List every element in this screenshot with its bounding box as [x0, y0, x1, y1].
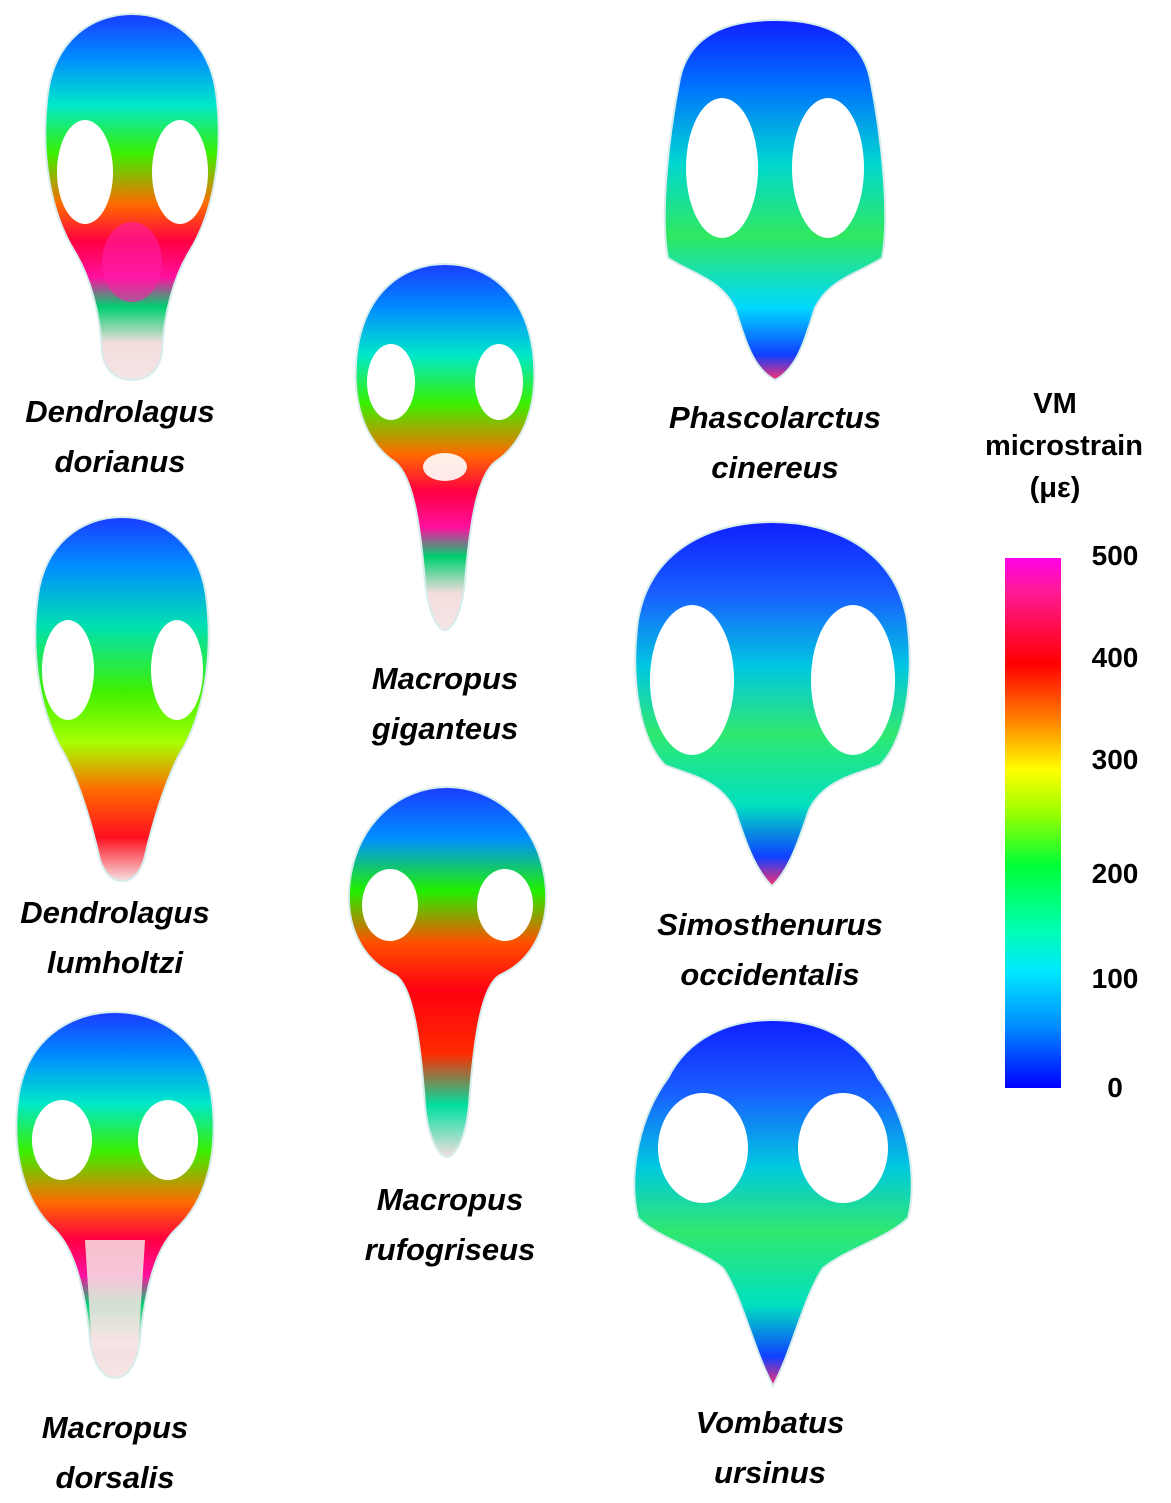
skull-vombatus-ursinus [628, 1018, 918, 1390]
label-macropus-dorsalis: Macropus dorsalis [41, 1410, 189, 1495]
label-simosthenurus-occidentalis: Simosthenurus occidentalis [657, 907, 883, 992]
label-dendrolagus-lumholtzi: Dendrolagus lumholtzi [20, 895, 210, 980]
tick-label: 300 [1091, 744, 1139, 775]
colorbar [1005, 558, 1061, 1088]
skull-macropus-dorsalis [10, 1010, 220, 1380]
label-phascolarctus-cinereus: Phascolarctus cinereus [669, 400, 881, 485]
label-vombatus-ursinus: Vombatus ursinus [695, 1405, 845, 1490]
skull-simosthenurus-occidentalis [630, 520, 915, 890]
label-macropus-giganteus: Macropus giganteus [371, 661, 519, 746]
skull-macropus-rufogriseus [340, 785, 555, 1160]
label-macropus-rufogriseus: Macropus rufogriseus [364, 1182, 536, 1267]
skull-macropus-giganteus [345, 262, 545, 632]
skull-dendrolagus-lumholtzi [20, 515, 225, 882]
tick-label: 500 [1091, 540, 1139, 571]
legend-title: VM microstrain (με) [985, 388, 1143, 504]
skull-phascolarctus-cinereus [660, 18, 890, 383]
tick-label: 200 [1091, 858, 1139, 889]
skull-dendrolagus-dorianus [30, 12, 235, 382]
tick-label: 0 [1107, 1072, 1123, 1103]
tick-label: 400 [1091, 642, 1139, 673]
tick-label: 100 [1091, 963, 1139, 994]
label-dendrolagus-dorianus: Dendrolagus dorianus [25, 394, 215, 479]
